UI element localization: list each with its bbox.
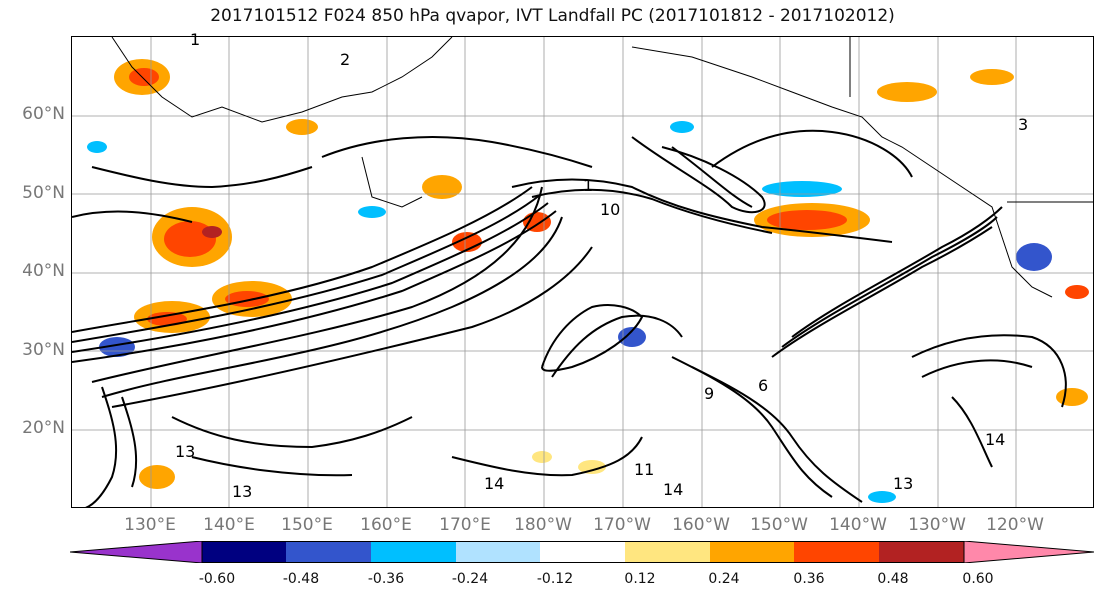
contour-label: 9	[704, 384, 715, 403]
contour-label: 1	[190, 30, 201, 49]
colorbar-extend-low	[70, 541, 203, 563]
contour-label: 10	[600, 200, 621, 219]
lon-label: 140°E	[203, 515, 255, 535]
colorbar-segment	[710, 541, 794, 563]
colorbar-segment	[540, 541, 625, 563]
lon-label: 170°W	[593, 515, 651, 535]
contour-label: 6	[758, 376, 769, 395]
contour-label: 13	[232, 482, 253, 501]
contour-label: 11	[634, 460, 655, 479]
colorbar-tick: -0.36	[367, 571, 405, 587]
lon-label: 150°W	[750, 515, 808, 535]
lon-label: 160°E	[360, 515, 412, 535]
colorbar-tick: 0.48	[877, 571, 909, 587]
colorbar-tick: -0.60	[198, 571, 236, 587]
lon-label: 140°W	[829, 515, 887, 535]
colorbar-extend-high	[963, 541, 1094, 563]
colorbar-tick: -0.12	[536, 571, 574, 587]
colorbar-segment	[625, 541, 710, 563]
gridlines	[72, 37, 1093, 507]
lon-label: 150°E	[281, 515, 333, 535]
lon-label: 170°E	[439, 515, 491, 535]
lon-label: 180°W	[514, 515, 572, 535]
lat-label: 30°N	[22, 340, 65, 360]
lon-label: 120°W	[986, 515, 1044, 535]
colorbar-tick: 0.36	[793, 571, 825, 587]
colorbar-tick: -0.24	[451, 571, 489, 587]
colorbar-segment	[286, 541, 371, 563]
colorbar-segment	[202, 541, 286, 563]
colorbar-tick: -0.48	[282, 571, 320, 587]
lat-label: 50°N	[22, 183, 65, 203]
contour-label: 14	[663, 480, 684, 499]
contour-label: 14	[985, 430, 1006, 449]
ivt-contours	[72, 129, 1067, 507]
lat-label: 40°N	[22, 261, 65, 281]
colorbar-tick: 0.24	[708, 571, 740, 587]
anomaly-shading	[87, 59, 1089, 503]
lon-label: 160°W	[672, 515, 730, 535]
contour-label: 14	[484, 474, 505, 493]
contour-label: 13	[175, 442, 196, 461]
lat-label: 60°N	[22, 104, 65, 124]
contour-label: 3	[1018, 115, 1029, 134]
colorbar-segment	[879, 541, 964, 563]
lat-label: 20°N	[22, 418, 65, 438]
colorbar-segment	[456, 541, 540, 563]
colorbar-segment	[794, 541, 879, 563]
lon-label: 130°W	[908, 515, 966, 535]
colorbar-tick: 0.60	[962, 571, 994, 587]
map-panel	[71, 36, 1094, 508]
contour-label: 13	[893, 474, 914, 493]
lon-label: 130°E	[124, 515, 176, 535]
coastlines	[111, 37, 1093, 298]
map-canvas	[72, 37, 1093, 507]
colorbar-tick: 0.12	[624, 571, 656, 587]
map-title: 2017101512 F024 850 hPa qvapor, IVT Land…	[210, 6, 895, 26]
colorbar	[70, 541, 1094, 563]
contour-label: 2	[340, 50, 351, 69]
colorbar-segment	[371, 541, 456, 563]
contour-label: 1	[583, 176, 594, 195]
